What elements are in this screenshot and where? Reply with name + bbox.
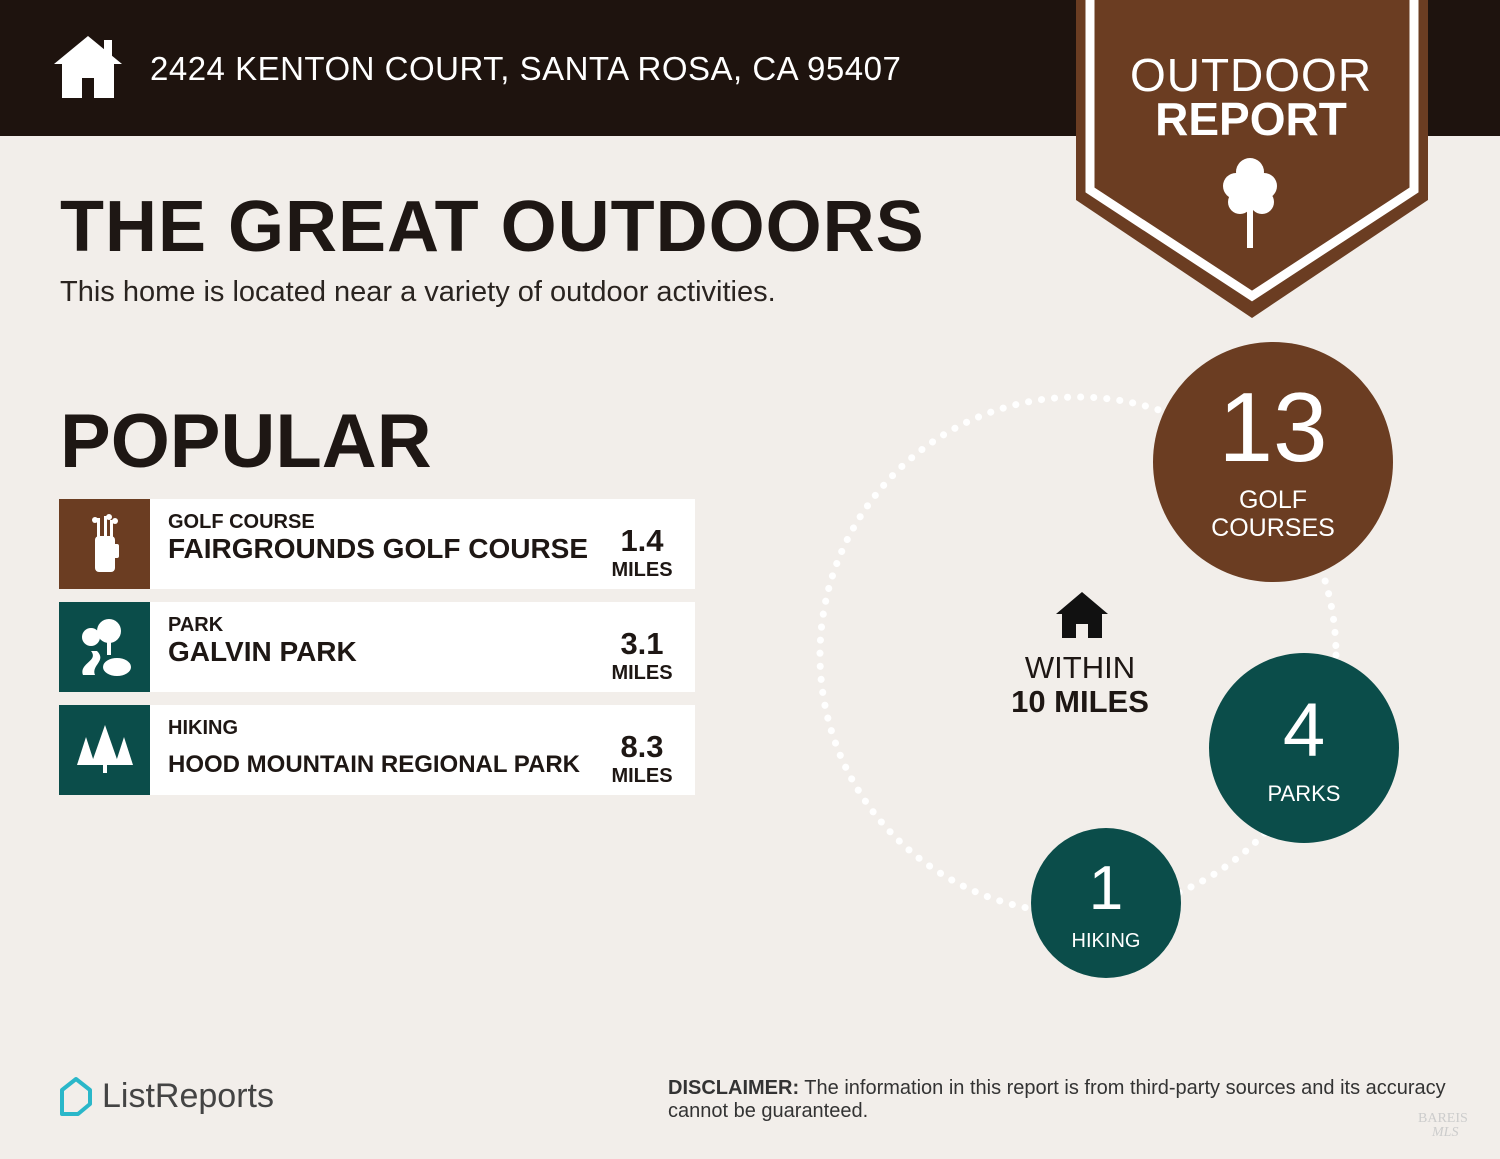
list-item[interactable]: GOLF COURSE FAIRGROUNDS GOLF COURSE 1.4 … xyxy=(59,499,695,589)
distance-value: 8.3 xyxy=(620,729,664,764)
disclaimer-label: DISCLAIMER: xyxy=(668,1077,800,1099)
count-value: 13 xyxy=(1218,372,1328,482)
category-label: PARK xyxy=(168,614,224,636)
place-name: HOOD MOUNTAIN REGIONAL PARK xyxy=(168,751,580,778)
brand-name: ListReports xyxy=(102,1076,274,1115)
golf-bag-icon xyxy=(59,499,150,589)
count-value: 1 xyxy=(1088,854,1124,923)
outdoor-report-badge xyxy=(1076,0,1428,318)
page-title: THE GREAT OUTDOORS xyxy=(60,187,925,267)
count-label: HIKING xyxy=(1071,930,1141,952)
park-icon xyxy=(59,602,150,692)
golf-count-circle: 13 GOLF COURSES xyxy=(1153,342,1393,582)
distance-value: 1.4 xyxy=(620,523,664,558)
radius-value: 10 MILES xyxy=(1011,684,1149,719)
tree-icon xyxy=(1223,158,1277,248)
section-title: POPULAR xyxy=(60,399,432,484)
count-label: PARKS xyxy=(1267,781,1341,806)
page-subtitle: This home is located near a variety of o… xyxy=(60,276,776,308)
property-address: 2424 KENTON COURT, SANTA ROSA, CA 95407 xyxy=(150,50,902,87)
listreports-logo: ListReports xyxy=(58,1076,274,1116)
list-item[interactable]: HIKING HOOD MOUNTAIN REGIONAL PARK 8.3 M… xyxy=(59,705,695,795)
distance-unit: MILES xyxy=(611,559,673,581)
disclaimer-text: The information in this report is from t… xyxy=(668,1077,1446,1122)
count-label: GOLF xyxy=(1238,486,1308,514)
distance-unit: MILES xyxy=(611,662,673,684)
radius-label: WITHIN xyxy=(1024,650,1136,685)
mls-logo: BAREIS MLS xyxy=(1418,1111,1468,1140)
place-name: FAIRGROUNDS GOLF COURSE xyxy=(168,533,589,564)
listreports-logo-icon xyxy=(60,1077,92,1116)
disclaimer: DISCLAIMER: The information in this repo… xyxy=(668,1077,1468,1123)
distance-value: 3.1 xyxy=(620,626,664,661)
list-item[interactable]: PARK GALVIN PARK 3.1 MILES xyxy=(59,602,695,692)
count-label: COURSES xyxy=(1211,514,1335,542)
count-value: 4 xyxy=(1282,688,1326,773)
park-count-circle: 4 PARKS xyxy=(1209,653,1399,843)
badge-title-line1: OUTDOOR xyxy=(1129,49,1373,101)
home-icon xyxy=(1056,592,1108,638)
hiking-count-circle: 1 HIKING xyxy=(1031,828,1181,978)
place-name: GALVIN PARK xyxy=(168,636,357,667)
pine-trees-icon xyxy=(59,705,150,795)
distance-unit: MILES xyxy=(611,765,673,787)
category-label: HIKING xyxy=(168,717,238,739)
home-icon xyxy=(54,36,122,98)
badge-title-line2: REPORT xyxy=(1155,93,1347,145)
category-label: GOLF COURSE xyxy=(168,511,315,533)
